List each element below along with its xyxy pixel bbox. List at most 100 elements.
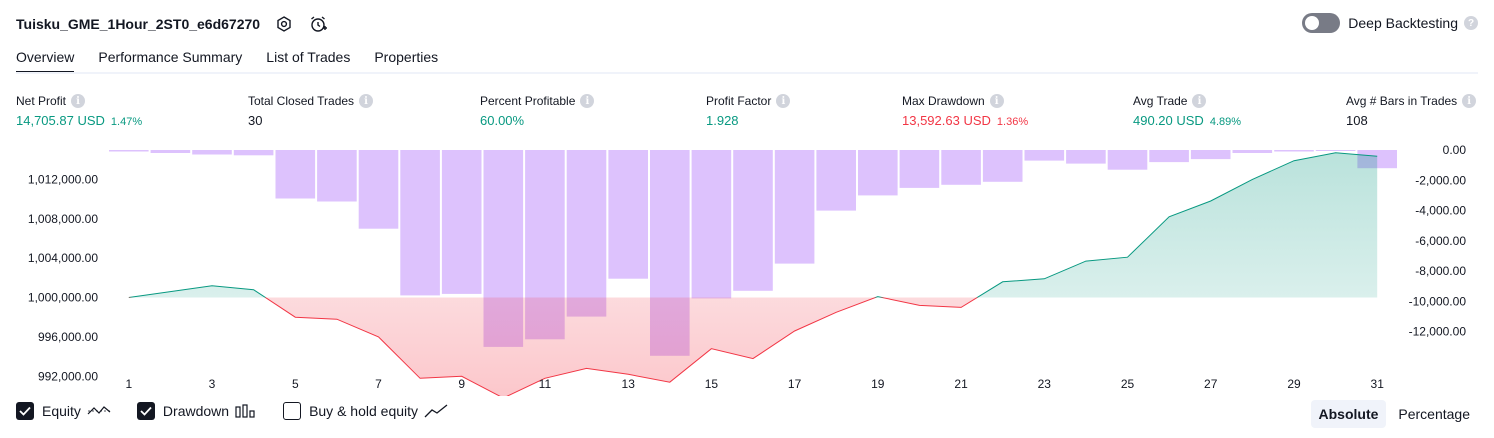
drawdown-bar bbox=[275, 150, 316, 199]
metric-label: Max Drawdown bbox=[902, 94, 985, 108]
equity-tick-label: 1,008,000.00 bbox=[28, 212, 98, 226]
drawdown-bar bbox=[1066, 150, 1106, 164]
drawdown-tick-label: -12,000.00 bbox=[1409, 325, 1467, 339]
metric-max-drawdown: Max Drawdown i 13,592.63 USD 1.36% bbox=[902, 92, 1028, 128]
drawdown-bar bbox=[1024, 150, 1065, 161]
deep-backtesting-toggle[interactable] bbox=[1302, 13, 1341, 33]
metric-value: 13,592.63 USD bbox=[902, 113, 991, 128]
drawdown-bar bbox=[774, 150, 815, 264]
settings-icon[interactable] bbox=[274, 14, 294, 34]
metric-value: 60.00% bbox=[480, 113, 525, 128]
drawdown-bars-icon bbox=[235, 404, 257, 418]
drawdown-bar bbox=[1315, 150, 1356, 151]
trade-number-axis: 1 3 5 7 9 11 13 15 17 19 21 23 25 27 29 31 bbox=[125, 377, 1384, 391]
drawdown-bar bbox=[608, 150, 648, 279]
metric-profit-factor: Profit Factor i 1.928 bbox=[706, 92, 791, 128]
equity-fill-negative bbox=[128, 297, 1378, 396]
drawdown-bar bbox=[566, 150, 607, 317]
drawdown-bar bbox=[358, 150, 399, 229]
metric-percent-profitable: Percent Profitable i 60.00% bbox=[480, 92, 595, 128]
metric-avg-bars: Avg # Bars in Trades i 108 bbox=[1346, 92, 1477, 128]
strategy-header: Tuisku_GME_1Hour_2ST0_e6d67270 bbox=[16, 12, 328, 36]
drawdown-bar bbox=[816, 150, 856, 211]
drawdown-bar bbox=[1107, 150, 1148, 170]
metric-value: 490.20 USD bbox=[1133, 113, 1204, 128]
equity-tick-label: 1,004,000.00 bbox=[28, 251, 98, 265]
drawdown-axis: 0.00 -2,000.00 -4,000.00 -6,000.00 -8,000.00… bbox=[1409, 143, 1467, 339]
drawdown-bar bbox=[982, 150, 1023, 182]
trade-tick-label: 23 bbox=[1038, 377, 1052, 391]
metric-percent: 1.36% bbox=[996, 116, 1029, 128]
info-icon[interactable]: i bbox=[1192, 94, 1207, 108]
metric-label: Avg Trade bbox=[1133, 94, 1188, 108]
percentage-button[interactable]: Percentage bbox=[1398, 406, 1470, 422]
metric-label: Avg # Bars in Trades bbox=[1346, 94, 1458, 108]
drawdown-bar bbox=[317, 150, 357, 202]
buy-hold-checkbox[interactable]: Buy & hold equity bbox=[283, 402, 448, 420]
deep-backtesting-label: Deep Backtesting bbox=[1348, 15, 1458, 31]
drawdown-bar bbox=[858, 150, 898, 196]
help-icon[interactable]: ? bbox=[1464, 16, 1478, 30]
strategy-title: Tuisku_GME_1Hour_2ST0_e6d67270 bbox=[16, 16, 261, 32]
tab-properties[interactable]: Properties bbox=[374, 49, 439, 65]
metric-value: 108 bbox=[1346, 113, 1368, 128]
trade-tick-label: 7 bbox=[375, 377, 382, 391]
equity-label: Equity bbox=[42, 403, 81, 419]
drawdown-bar bbox=[1190, 150, 1231, 160]
info-icon[interactable]: i bbox=[989, 94, 1004, 108]
equity-line-negative bbox=[128, 297, 979, 396]
drawdown-bar bbox=[733, 150, 773, 291]
info-icon[interactable]: i bbox=[776, 94, 791, 108]
trade-tick-label: 9 bbox=[458, 377, 465, 391]
drawdown-bar bbox=[1232, 150, 1273, 153]
info-icon[interactable]: i bbox=[71, 94, 86, 108]
metric-value: 14,705.87 USD bbox=[16, 113, 105, 128]
absolute-button[interactable]: Absolute bbox=[1310, 400, 1387, 428]
drawdown-tick-label: -4,000.00 bbox=[1415, 204, 1466, 218]
info-icon[interactable]: i bbox=[580, 94, 595, 108]
trade-tick-label: 11 bbox=[539, 377, 552, 391]
buy-hold-line-icon bbox=[424, 404, 448, 418]
equity-drawdown-chart[interactable]: 1,012,000.00 1,008,000.00 1,004,000.00 1,00… bbox=[0, 140, 1494, 396]
metric-percent: 4.89% bbox=[1209, 116, 1242, 128]
alert-clock-icon[interactable] bbox=[308, 14, 328, 34]
trade-tick-label: 13 bbox=[622, 377, 636, 391]
drawdown-bar bbox=[691, 150, 732, 299]
equity-axis: 1,012,000.00 1,008,000.00 1,004,000.00 1,00… bbox=[28, 172, 98, 383]
drawdown-bar bbox=[192, 150, 232, 155]
checkbox-checked-icon[interactable] bbox=[136, 402, 155, 420]
equity-tick-label: 992,000.00 bbox=[38, 369, 98, 383]
deep-backtesting: Deep Backtesting ? bbox=[1302, 13, 1478, 33]
drawdown-bar bbox=[441, 150, 482, 294]
info-icon[interactable]: i bbox=[1462, 94, 1477, 108]
equity-tick-label: 1,012,000.00 bbox=[28, 172, 98, 186]
metric-net-profit: Net Profit i 14,705.87 USD 1.47% bbox=[16, 92, 142, 128]
drawdown-bar bbox=[109, 150, 149, 152]
metric-label: Profit Factor bbox=[706, 94, 772, 108]
scale-mode-switch: Absolute Percentage bbox=[1307, 400, 1479, 428]
drawdown-checkbox[interactable]: Drawdown bbox=[136, 402, 257, 420]
metric-label: Percent Profitable bbox=[480, 94, 576, 108]
equity-line-icon bbox=[87, 404, 111, 418]
checkbox-unchecked-icon[interactable] bbox=[283, 402, 302, 420]
checkbox-checked-icon[interactable] bbox=[16, 402, 34, 420]
trade-tick-label: 21 bbox=[954, 377, 968, 391]
equity-tick-label: 1,000,000.00 bbox=[28, 291, 98, 305]
drawdown-tick-label: -6,000.00 bbox=[1415, 234, 1466, 248]
info-icon[interactable]: i bbox=[359, 94, 374, 108]
drawdown-bar bbox=[941, 150, 981, 185]
drawdown-bar bbox=[899, 150, 940, 188]
chart-legend: Equity Drawdown Buy & hold equity bbox=[16, 402, 474, 420]
tab-list-of-trades[interactable]: List of Trades bbox=[266, 49, 351, 65]
tab-overview[interactable]: Overview bbox=[16, 46, 75, 74]
metric-label: Net Profit bbox=[16, 94, 67, 108]
drawdown-bar bbox=[233, 150, 274, 156]
tab-performance-summary[interactable]: Performance Summary bbox=[98, 49, 243, 65]
trade-tick-label: 27 bbox=[1204, 377, 1218, 391]
metric-total-closed-trades: Total Closed Trades i 30 bbox=[248, 92, 374, 128]
drawdown-bar bbox=[150, 150, 191, 153]
trade-tick-label: 25 bbox=[1121, 377, 1135, 391]
equity-checkbox[interactable]: Equity bbox=[16, 402, 111, 420]
tab-bar: Overview Performance Summary List of Tra… bbox=[16, 46, 462, 74]
trade-tick-label: 17 bbox=[788, 377, 802, 391]
